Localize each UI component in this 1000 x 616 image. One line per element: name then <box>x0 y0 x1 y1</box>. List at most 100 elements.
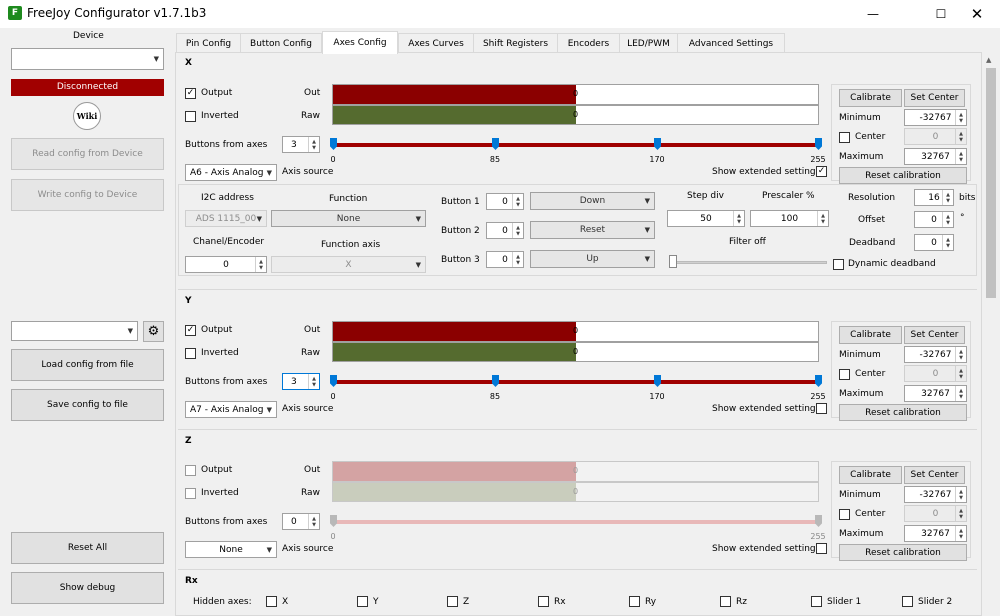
show-debug-button[interactable]: Show debug <box>11 572 164 604</box>
hidden-x-checkbox[interactable] <box>266 596 277 607</box>
hidden-z-checkbox[interactable] <box>447 596 458 607</box>
y-inverted-label: Inverted <box>201 348 239 358</box>
z-range-slider[interactable] <box>332 520 819 524</box>
y-center-spin[interactable]: 0 ▲ ▼ <box>904 365 967 382</box>
y-slider-handle[interactable] <box>492 375 499 387</box>
tab-led-pwm[interactable]: LED/PWM <box>619 33 678 53</box>
z-center-checkbox[interactable] <box>839 509 850 520</box>
z-maximum-spin[interactable]: 32767 ▲ ▼ <box>904 525 967 542</box>
z-axis-source-select[interactable]: None ▼ <box>185 541 277 558</box>
write-config-button[interactable]: Write config to Device <box>11 179 164 211</box>
maximize-button[interactable]: ☐ <box>935 7 947 21</box>
content-scrollbar[interactable]: ▲ <box>982 52 1000 616</box>
offset-spin[interactable]: 0 ▲ ▼ <box>914 211 954 228</box>
function-select[interactable]: None ▼ <box>271 210 426 227</box>
button2-select[interactable]: Reset ▼ <box>530 221 655 239</box>
hidden-slider2-checkbox[interactable] <box>902 596 913 607</box>
save-config-button[interactable]: Save config to file <box>11 389 164 421</box>
tab-shift-registers[interactable]: Shift Registers <box>473 33 558 53</box>
y-center-checkbox[interactable] <box>839 369 850 380</box>
device-select[interactable]: ▼ <box>11 48 164 70</box>
x-show-ext-checkbox[interactable]: ✓ <box>816 166 827 177</box>
tab-axes-config[interactable]: Axes Config <box>322 31 398 54</box>
hidden-y-checkbox[interactable] <box>357 596 368 607</box>
z-minimum-spin[interactable]: -32767 ▲ ▼ <box>904 486 967 503</box>
read-config-button[interactable]: Read config from Device <box>11 138 164 170</box>
z-center-spin[interactable]: 0 ▲ ▼ <box>904 505 967 522</box>
z-inverted-checkbox[interactable] <box>185 488 196 499</box>
z-calibrate-button[interactable]: Calibrate <box>839 466 902 484</box>
scroll-up-icon[interactable]: ▲ <box>986 56 992 64</box>
y-buttons-spinbox[interactable]: 3 ▲ ▼ <box>282 373 320 390</box>
x-axis-source-select[interactable]: A6 - Axis Analog ▼ <box>185 164 277 181</box>
y-reset-calibration-button[interactable]: Reset calibration <box>839 404 967 421</box>
tab-encoders[interactable]: Encoders <box>557 33 620 53</box>
i2c-address-select[interactable]: ADS 1115_00 ▼ <box>185 210 267 227</box>
z-show-ext-checkbox[interactable] <box>816 543 827 554</box>
y-slider-handle[interactable] <box>815 375 822 387</box>
load-config-button[interactable]: Load config from file <box>11 349 164 381</box>
z-slider-handle[interactable] <box>330 515 337 527</box>
button1-spin[interactable]: 0 ▲ ▼ <box>486 193 524 210</box>
x-output-checkbox[interactable]: ✓ <box>185 88 196 99</box>
y-axis-source-select[interactable]: A7 - Axis Analog ▼ <box>185 401 277 418</box>
z-set-center-button[interactable]: Set Center <box>904 466 965 484</box>
y-show-ext-checkbox[interactable] <box>816 403 827 414</box>
x-center-spin[interactable]: 0 ▲ ▼ <box>904 128 967 145</box>
x-buttons-spinbox[interactable]: 3 ▲ ▼ <box>282 136 320 153</box>
x-slider-handle[interactable] <box>654 138 661 150</box>
chanel-encoder-spin[interactable]: 0 ▲ ▼ <box>185 256 267 273</box>
y-slider-handle[interactable] <box>330 375 337 387</box>
y-maximum-spin[interactable]: 32767 ▲ ▼ <box>904 385 967 402</box>
x-maximum-spin[interactable]: 32767 ▲ ▼ <box>904 148 967 165</box>
x-inverted-checkbox[interactable] <box>185 111 196 122</box>
x-minimum-spin[interactable]: -32767 ▲ ▼ <box>904 109 967 126</box>
button3-select[interactable]: Up ▼ <box>530 250 655 268</box>
x-slider-handle[interactable] <box>492 138 499 150</box>
reset-all-button[interactable]: Reset All <box>11 532 164 564</box>
resolution-spin[interactable]: 16 ▲ ▼ <box>914 189 954 206</box>
z-reset-calibration-button[interactable]: Reset calibration <box>839 544 967 561</box>
filter-slider-handle[interactable] <box>669 255 677 268</box>
x-range-slider[interactable] <box>332 143 819 147</box>
y-range-slider[interactable] <box>332 380 819 384</box>
button3-spin[interactable]: 0 ▲ ▼ <box>486 251 524 268</box>
z-output-checkbox[interactable] <box>185 465 196 476</box>
y-calibrate-button[interactable]: Calibrate <box>839 326 902 344</box>
x-set-center-button[interactable]: Set Center <box>904 89 965 107</box>
hidden-slider1-checkbox[interactable] <box>811 596 822 607</box>
minimize-button[interactable]: — <box>867 7 879 21</box>
x-calibrate-button[interactable]: Calibrate <box>839 89 902 107</box>
dynamic-deadband-checkbox[interactable] <box>833 259 844 270</box>
y-slider-handle[interactable] <box>654 375 661 387</box>
tab-advanced-settings[interactable]: Advanced Settings <box>677 33 785 53</box>
x-center-checkbox[interactable] <box>839 132 850 143</box>
close-button[interactable]: ✕ <box>970 5 984 23</box>
tab-pin-config[interactable]: Pin Config <box>176 33 241 53</box>
filter-slider[interactable] <box>669 261 827 264</box>
config-select[interactable]: ▼ <box>11 321 138 341</box>
wiki-icon[interactable]: Wiki <box>73 102 101 130</box>
z-slider-handle[interactable] <box>815 515 822 527</box>
hidden-rz-checkbox[interactable] <box>720 596 731 607</box>
hidden-rx-checkbox[interactable] <box>538 596 549 607</box>
y-output-checkbox[interactable]: ✓ <box>185 325 196 336</box>
hidden-ry-checkbox[interactable] <box>629 596 640 607</box>
step-div-spin[interactable]: 50 ▲ ▼ <box>667 210 745 227</box>
y-inverted-checkbox[interactable] <box>185 348 196 359</box>
y-set-center-button[interactable]: Set Center <box>904 326 965 344</box>
deadband-spin[interactable]: 0 ▲ ▼ <box>914 234 954 251</box>
button2-spin[interactable]: 0 ▲ ▼ <box>486 222 524 239</box>
prescaler-spin[interactable]: 100 ▲ ▼ <box>750 210 829 227</box>
x-reset-calibration-button[interactable]: Reset calibration <box>839 167 967 184</box>
scrollbar-thumb[interactable] <box>986 68 996 298</box>
button1-select[interactable]: Down ▼ <box>530 192 655 210</box>
x-slider-handle[interactable] <box>330 138 337 150</box>
gear-icon[interactable]: ⚙ <box>143 321 164 342</box>
x-slider-handle[interactable] <box>815 138 822 150</box>
tab-button-config[interactable]: Button Config <box>240 33 322 53</box>
y-minimum-spin[interactable]: -32767 ▲ ▼ <box>904 346 967 363</box>
z-buttons-spinbox[interactable]: 0 ▲ ▼ <box>282 513 320 530</box>
function-axis-select[interactable]: X ▼ <box>271 256 426 273</box>
tab-axes-curves[interactable]: Axes Curves <box>398 33 474 53</box>
